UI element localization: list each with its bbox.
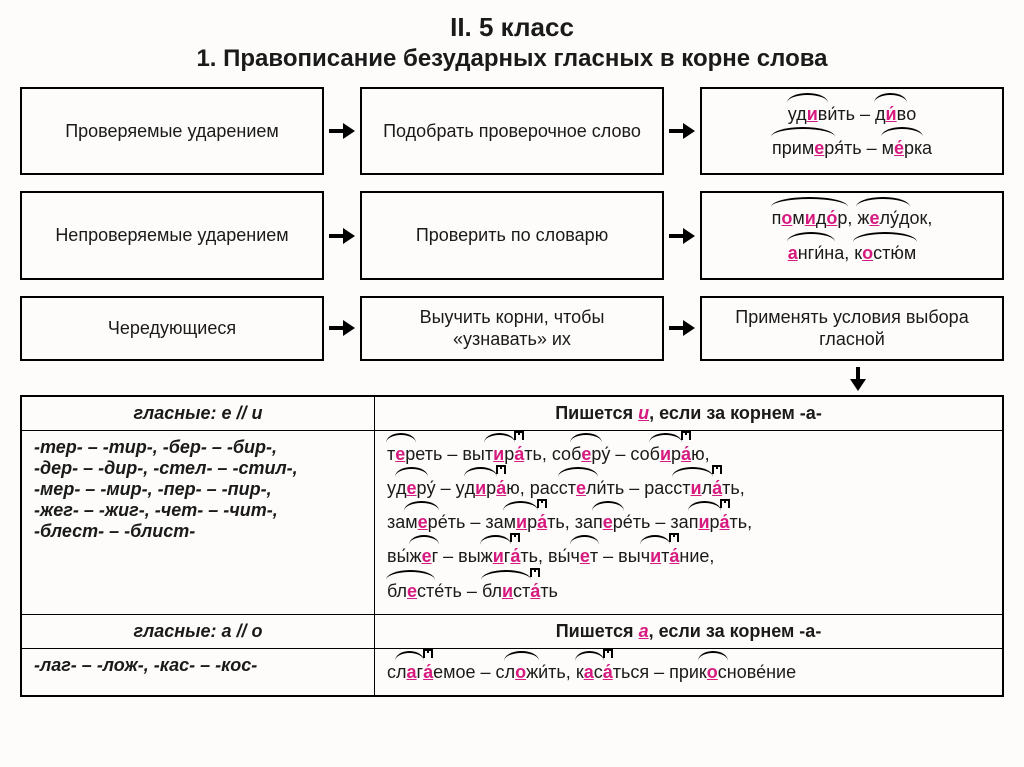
box-pick-word: Подобрать проверочное слово xyxy=(360,87,664,175)
box-examples-1: удиви́ть – ди́во примеря́ть – ме́рка xyxy=(700,87,1004,175)
super-title: II. 5 класс xyxy=(20,12,1004,43)
box-uncheckable: Непроверяемые ударением xyxy=(20,191,324,279)
box-learn-roots: Выучить корни, чтобы «узнавать» их xyxy=(360,296,664,361)
examples-ei: тереть – вытира́ть, соберу́ – собира́ю, … xyxy=(375,430,1003,614)
flow-grid: Проверяемые ударением Подобрать провероч… xyxy=(20,87,1004,361)
arrow-icon xyxy=(664,296,700,361)
header-ei-left: гласные: е // и xyxy=(21,396,375,431)
arrow-icon xyxy=(664,87,700,175)
arrow-down-icon xyxy=(20,367,1004,395)
header-ei-right: Пишется и, если за корнем -а- xyxy=(375,396,1003,431)
examples-ao: слага́емое – сложи́ть, каса́ться – прико… xyxy=(375,648,1003,696)
page-title: 1. Правописание безударных гласных в кор… xyxy=(20,45,1004,73)
arrow-icon xyxy=(664,191,700,279)
header-ao-left: гласные: а // о xyxy=(21,614,375,648)
arrow-icon xyxy=(324,191,360,279)
box-check-stress: Проверяемые ударением xyxy=(20,87,324,175)
roots-ei: -тер- – -тир-, -бер- – -бир-, -дер- – -д… xyxy=(21,430,375,614)
box-dictionary: Проверить по словарю xyxy=(360,191,664,279)
box-examples-2: помидо́р, желу́док, анги́на, костю́м xyxy=(700,191,1004,279)
rules-table: гласные: е // и Пишется и, если за корне… xyxy=(20,395,1004,697)
box-alternating: Чередующиеся xyxy=(20,296,324,361)
box-apply-rules: Применять условия выбора гласной xyxy=(700,296,1004,361)
arrow-icon xyxy=(324,87,360,175)
arrow-icon xyxy=(324,296,360,361)
roots-ao: -лаг- – -лож-, -кас- – -кос- xyxy=(21,648,375,696)
header-ao-right: Пишется а, если за корнем -а- xyxy=(375,614,1003,648)
